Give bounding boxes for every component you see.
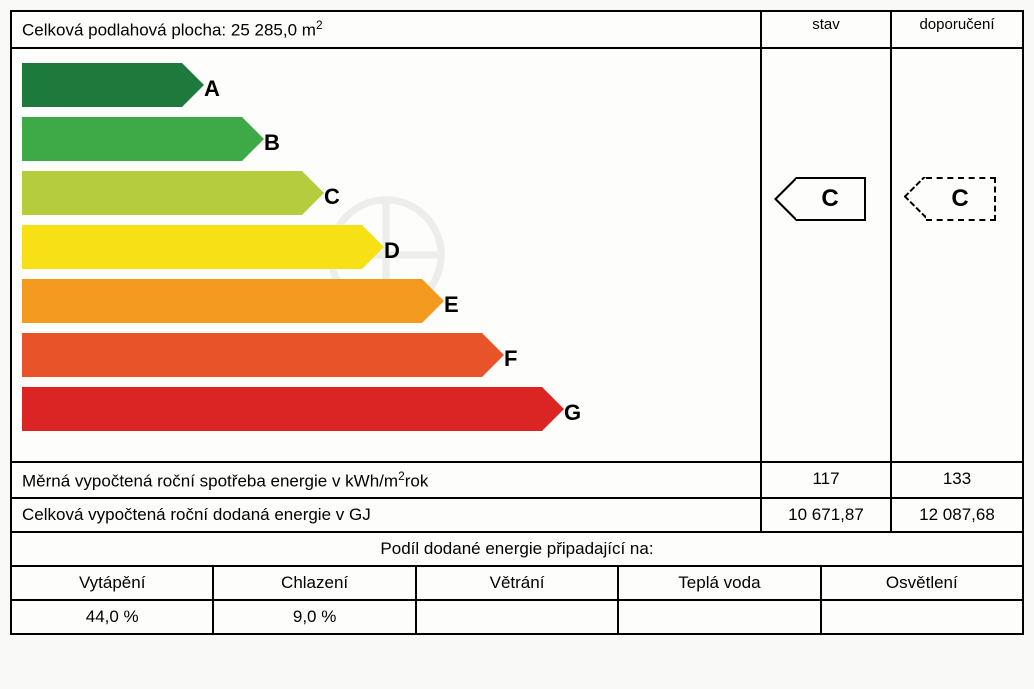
breakdown-val [619, 601, 821, 633]
arrow-label: B [264, 130, 280, 156]
main-row: A B C D E F G C C [12, 49, 1022, 461]
data-row: Celková vypočtená roční dodaná energie v… [12, 497, 1022, 531]
breakdown-header: Podíl dodané energie připadající na: [12, 531, 1022, 565]
breakdown-columns-row: VytápěníChlazeníVětráníTeplá vodaOsvětle… [12, 565, 1022, 599]
data-row-label: Celková vypočtená roční dodaná energie v… [12, 499, 762, 531]
energy-arrow-d: D [22, 225, 750, 277]
energy-arrow-b: B [22, 117, 750, 169]
energy-arrow-a: A [22, 63, 750, 115]
header-col-recommended: doporučení [892, 12, 1022, 47]
arrow-label: A [204, 76, 220, 102]
data-row-val1: 117 [762, 463, 892, 498]
energy-arrow-f: F [22, 333, 750, 385]
breakdown-col-header: Chlazení [214, 567, 416, 599]
data-row-label: Měrná vypočtená roční spotřeba energie v… [12, 463, 762, 498]
breakdown-col-header: Větrání [417, 567, 619, 599]
arrow-label: D [384, 238, 400, 264]
breakdown-col-header: Teplá voda [619, 567, 821, 599]
energy-arrow-c: C [22, 171, 750, 223]
arrow-label: C [324, 184, 340, 210]
header-row: Celková podlahová plocha: 25 285,0 m2 st… [12, 12, 1022, 49]
current-rating-letter: C [796, 177, 866, 221]
pointer-tip-icon [774, 177, 796, 221]
current-rating-col: C [762, 49, 892, 461]
data-row: Měrná vypočtená roční spotřeba energie v… [12, 461, 1022, 498]
arrow-label: E [444, 292, 459, 318]
arrow-label: G [564, 400, 581, 426]
recommended-rating-pointer: C [904, 177, 996, 221]
breakdown-val: 9,0 % [214, 601, 416, 633]
floor-area-label: Celková podlahová plocha: 25 285,0 m2 [12, 12, 762, 47]
data-row-val2: 12 087,68 [892, 499, 1022, 531]
current-rating-pointer: C [774, 177, 866, 221]
energy-arrow-e: E [22, 279, 750, 331]
header-col-current: stav [762, 12, 892, 47]
data-row-val1: 10 671,87 [762, 499, 892, 531]
breakdown-val: 44,0 % [12, 601, 214, 633]
breakdown-val [417, 601, 619, 633]
data-rows: Měrná vypočtená roční spotřeba energie v… [12, 461, 1022, 532]
recommended-rating-letter: C [926, 177, 996, 221]
data-row-val2: 133 [892, 463, 1022, 498]
arrows-panel: A B C D E F G [12, 49, 762, 461]
arrow-label: F [504, 346, 517, 372]
pointer-tip-dashed-icon [904, 177, 926, 221]
breakdown-values-row: 44,0 %9,0 % [12, 599, 1022, 633]
energy-arrow-g: G [22, 387, 750, 439]
breakdown-col-header: Vytápění [12, 567, 214, 599]
recommended-rating-col: C [892, 49, 1022, 461]
energy-label-container: Celková podlahová plocha: 25 285,0 m2 st… [10, 10, 1024, 635]
breakdown-col-header: Osvětlení [822, 567, 1022, 599]
breakdown-val [822, 601, 1022, 633]
